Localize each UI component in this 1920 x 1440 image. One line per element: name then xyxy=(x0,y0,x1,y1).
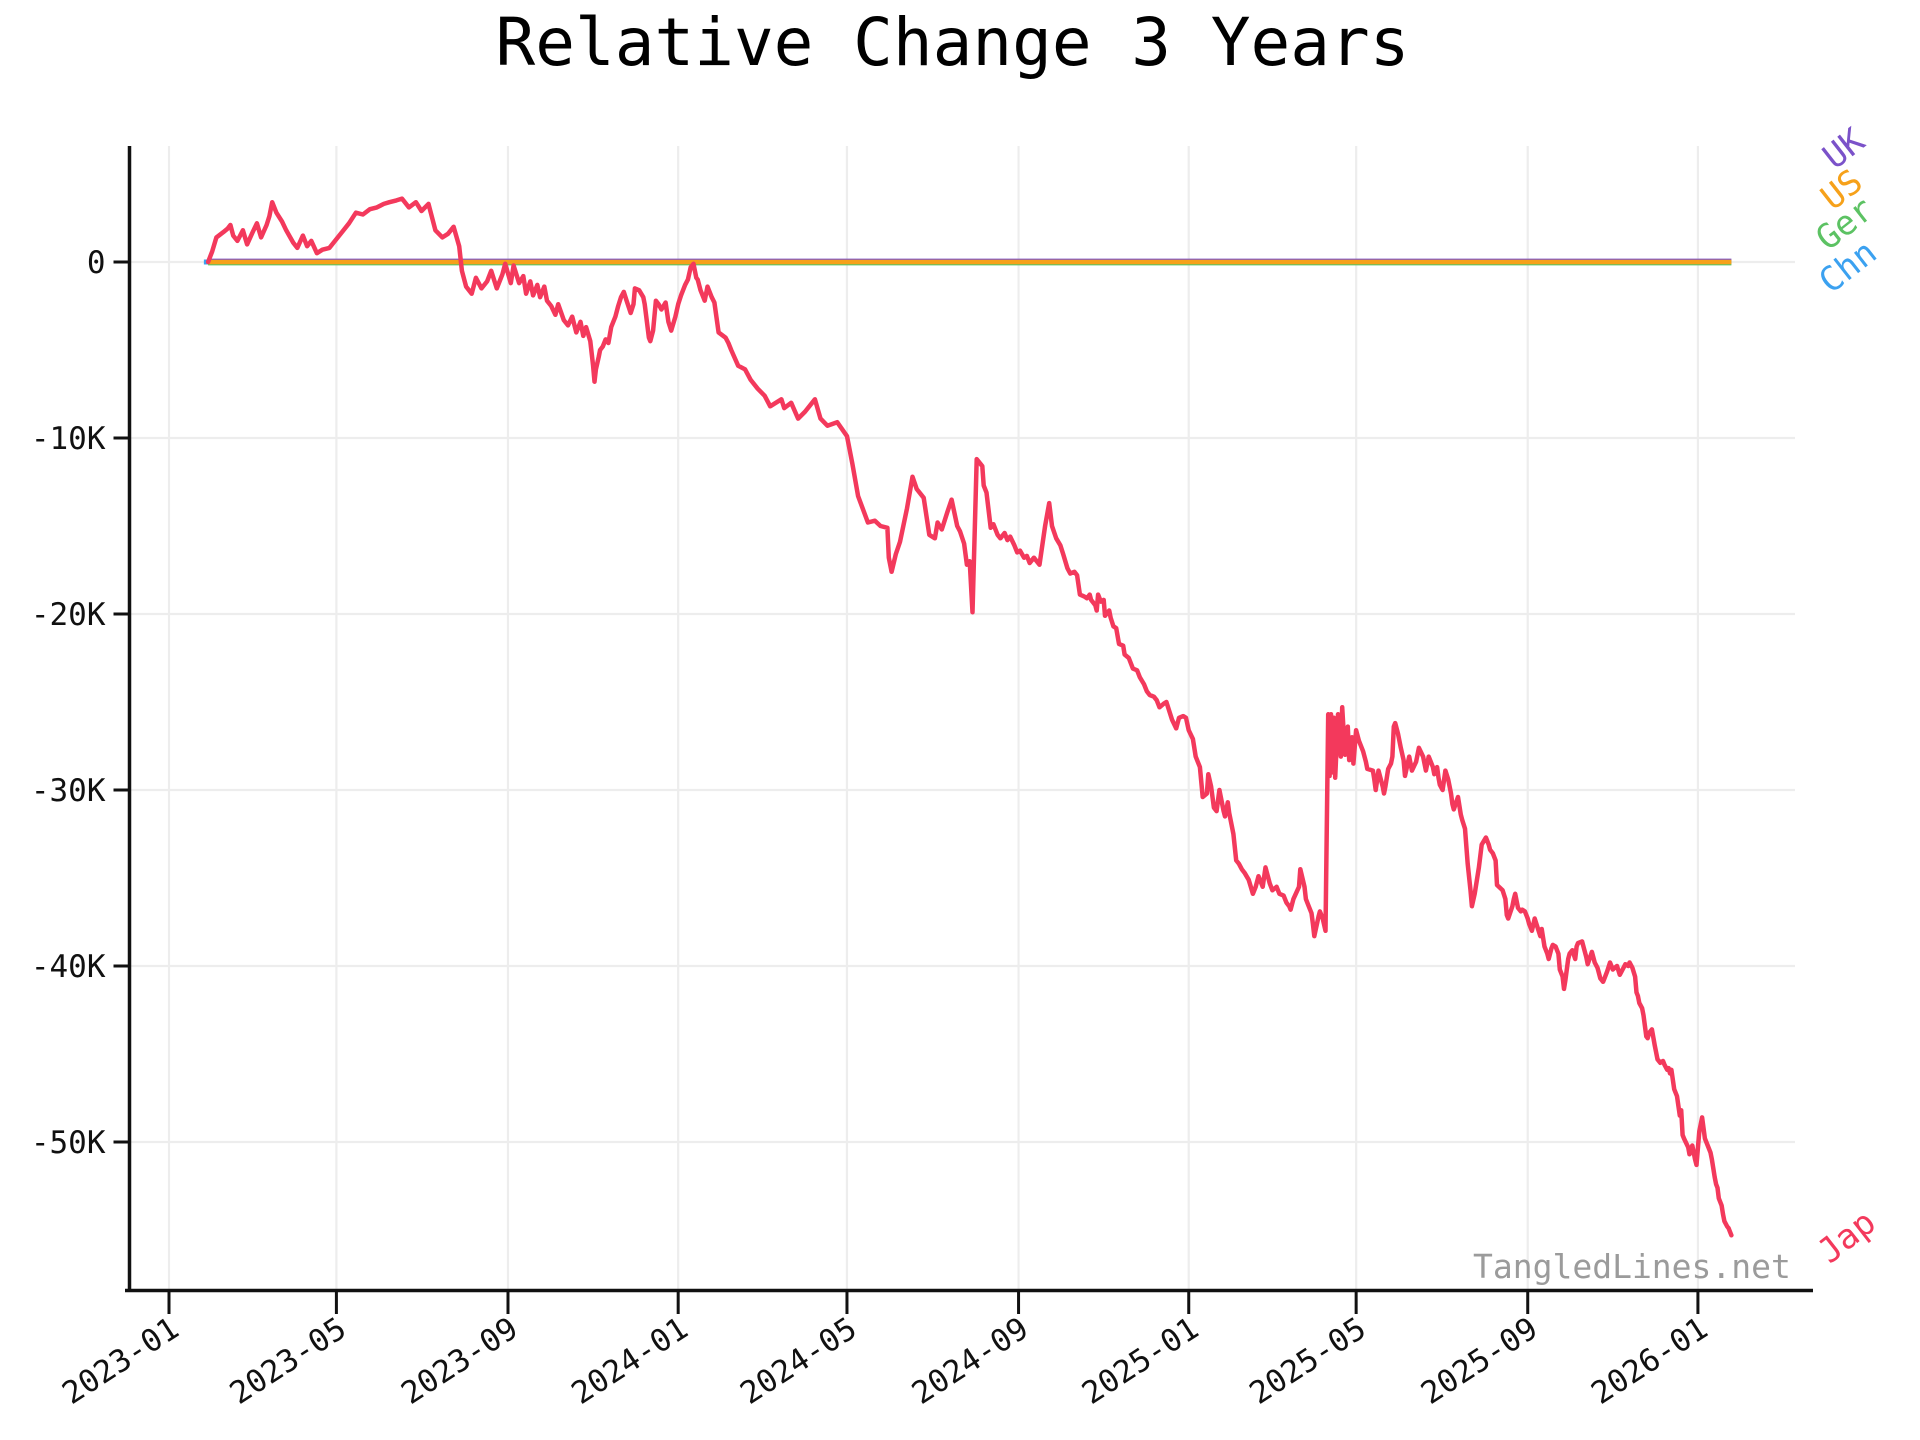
x-tick-label: 2026-01 xyxy=(1585,1311,1714,1412)
x-tick-label: 2023-05 xyxy=(224,1311,353,1412)
x-tick-label: 2025-01 xyxy=(1076,1311,1205,1412)
series-line-jap xyxy=(205,196,1734,1238)
x-tick-label: 2023-01 xyxy=(56,1311,185,1412)
x-tick-label: 2023-09 xyxy=(395,1311,524,1412)
x-tick-label: 2025-09 xyxy=(1415,1311,1544,1412)
y-tick-label: -10K xyxy=(31,421,106,457)
y-tick-label: -50K xyxy=(31,1125,106,1161)
x-tick-label: 2024-09 xyxy=(906,1311,1035,1412)
y-tick-label: -40K xyxy=(31,949,106,985)
y-tick-label: -20K xyxy=(31,597,106,633)
y-tick-label: 0 xyxy=(87,245,106,281)
x-tick-label: 2025-05 xyxy=(1243,1311,1372,1412)
x-tick-label: 2024-01 xyxy=(565,1311,694,1412)
watermark: TangledLines.net xyxy=(1473,1247,1791,1286)
y-tick-label: -30K xyxy=(31,773,106,809)
chart-title: Relative Change 3 Years xyxy=(495,4,1410,81)
x-tick-label: 2024-05 xyxy=(734,1311,863,1412)
